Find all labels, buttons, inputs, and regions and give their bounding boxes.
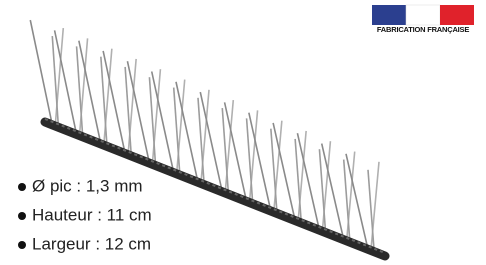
spike	[52, 36, 58, 125]
spike	[125, 67, 131, 154]
spike	[222, 108, 228, 192]
spike	[295, 139, 301, 221]
spec-list: Ø pic : 1,3 mm Hauteur : 11 cm Largeur :…	[18, 176, 152, 253]
spike	[174, 88, 180, 173]
flag-blue	[372, 5, 406, 25]
spec-item: Largeur : 12 cm	[32, 234, 151, 253]
spike	[77, 46, 83, 134]
flag-white	[406, 5, 440, 25]
spike	[247, 118, 253, 201]
flag-red	[440, 5, 474, 25]
badge: FABRICATION FRANÇAISE	[372, 5, 474, 34]
spike	[30, 20, 52, 125]
bullet	[18, 212, 26, 220]
product-image: FABRICATION FRANÇAISE Ø pic : 1,3 mm Hau…	[0, 0, 486, 265]
spike	[319, 149, 325, 230]
spike	[344, 160, 350, 240]
spike	[101, 57, 107, 144]
badge-label: FABRICATION FRANÇAISE	[377, 25, 470, 34]
bullet	[18, 183, 26, 191]
spike	[371, 162, 379, 250]
page: FABRICATION FRANÇAISE Ø pic : 1,3 mm Hau…	[0, 0, 486, 265]
bullet	[18, 241, 26, 249]
spec-item: Ø pic : 1,3 mm	[32, 176, 143, 195]
spike	[368, 170, 374, 250]
spike	[149, 77, 155, 163]
spec-item: Hauteur : 11 cm	[32, 205, 152, 224]
spike	[198, 98, 204, 183]
spike	[271, 129, 277, 211]
